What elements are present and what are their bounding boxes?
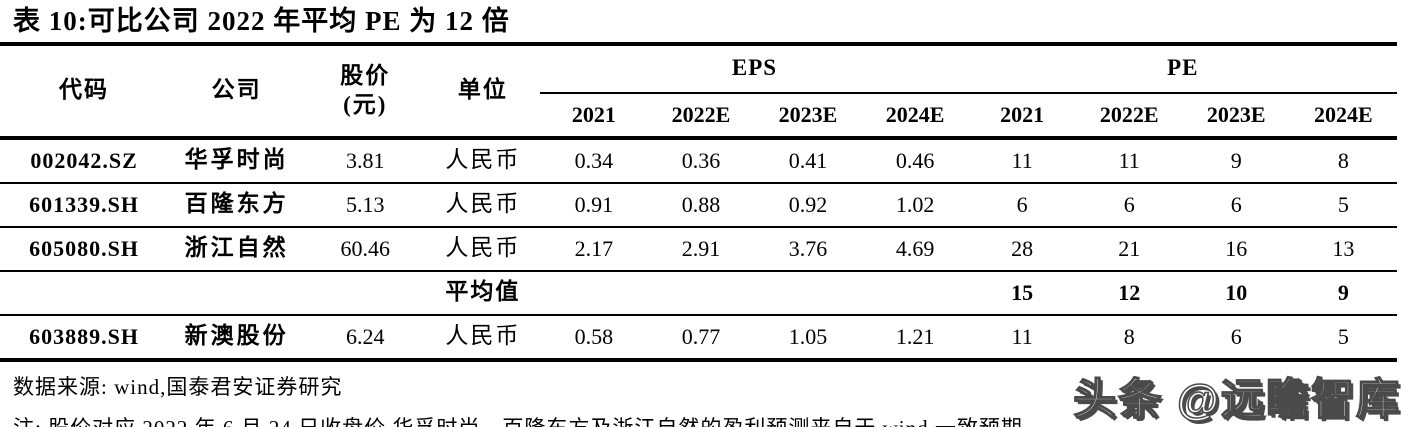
cell-avg-pe-2024e: 9 <box>1289 270 1397 316</box>
col-header-company: 公司 <box>168 43 306 140</box>
cell-empty <box>861 270 969 316</box>
cell-empty <box>0 270 169 316</box>
cell-pe-2021: 11 <box>968 137 1076 184</box>
table-row-xinao: 603889.SH 新澳股份 6.24 人民币 0.58 0.77 1.05 1… <box>0 315 1397 360</box>
eps-year-2021: 2021 <box>540 92 648 140</box>
cell-pe-2024e: 13 <box>1289 226 1397 272</box>
cell-pe-2021: 6 <box>968 182 1076 228</box>
cell-company: 华孚时尚 <box>168 137 306 184</box>
pe-year-2021: 2021 <box>968 92 1076 140</box>
cell-avg-pe-2022e: 12 <box>1075 270 1183 316</box>
cell-unit: 人民币 <box>425 182 541 228</box>
cell-eps-2024e: 4.69 <box>861 226 969 272</box>
cell-company: 百隆东方 <box>168 182 306 228</box>
cell-eps-2023e: 0.41 <box>754 137 862 184</box>
cell-pe-2022e: 6 <box>1075 182 1183 228</box>
cell-company: 新澳股份 <box>184 323 289 349</box>
cell-pe-2022e: 21 <box>1075 226 1183 272</box>
cell-pe-2023e: 16 <box>1182 226 1290 272</box>
comparable-companies-table: 代码 公司 股价 (元) 单位 EPS PE 2021 2022E 2023E … <box>0 41 1397 362</box>
cell-eps-2022e: 0.77 <box>681 324 721 350</box>
header-row-years: 2021 2022E 2023E 2024E 2021 2022E 2023E … <box>0 92 1397 140</box>
col-header-price-line2: (元) <box>343 91 388 117</box>
cell-pe-2024e: 5 <box>1289 182 1397 228</box>
cell-pe-2024e: 5 <box>1337 324 1349 350</box>
table-row-average: 平均值 15 12 10 9 <box>0 270 1397 316</box>
table-row-huafu: 002042.SZ 华孚时尚 3.81 人民币 0.34 0.36 0.41 0… <box>0 137 1397 184</box>
cell-code: 603889.SH <box>29 324 139 350</box>
cell-price: 3.81 <box>305 137 426 184</box>
col-header-code: 代码 <box>0 43 169 140</box>
cell-empty <box>647 270 755 316</box>
cell-pe-2023e: 9 <box>1182 137 1290 184</box>
cell-eps-2024e: 1.02 <box>861 182 969 228</box>
cell-code: 002042.SZ <box>0 137 169 184</box>
cell-price: 6.24 <box>345 324 385 350</box>
cell-unit: 人民币 <box>445 323 521 349</box>
pe-year-2023e: 2023E <box>1182 92 1290 140</box>
cell-eps-2021: 2.17 <box>540 226 648 272</box>
col-group-eps: EPS <box>540 43 969 94</box>
data-source-line: 数据来源: wind,国泰君安证券研究 <box>13 374 343 399</box>
cell-empty <box>754 270 862 316</box>
eps-year-2022e: 2022E <box>647 92 755 140</box>
cell-empty <box>540 270 648 316</box>
pe-year-2024e: 2024E <box>1289 92 1397 140</box>
table-row-zhejiang: 605080.SH 浙江自然 60.46 人民币 2.17 2.91 3.76 … <box>0 226 1397 272</box>
cell-pe-2022e: 11 <box>1075 137 1183 184</box>
average-label: 平均值 <box>425 270 541 316</box>
col-header-price: 股价 (元) <box>305 43 426 140</box>
table-row-bailong: 601339.SH 百隆东方 5.13 人民币 0.91 0.88 0.92 1… <box>0 182 1397 228</box>
cell-unit: 人民币 <box>425 137 541 184</box>
cell-pe-2023e: 6 <box>1230 324 1242 350</box>
cell-eps-2023e: 1.05 <box>788 324 828 350</box>
cell-pe-2024e: 8 <box>1289 137 1397 184</box>
cell-empty <box>168 270 306 316</box>
cell-eps-2021: 0.91 <box>540 182 648 228</box>
cell-code: 601339.SH <box>0 182 169 228</box>
cell-price: 60.46 <box>305 226 426 272</box>
col-header-price-line1: 股价 <box>340 62 391 88</box>
cell-code: 605080.SH <box>0 226 169 272</box>
cell-pe-2021: 28 <box>968 226 1076 272</box>
eps-year-2023e: 2023E <box>754 92 862 140</box>
cell-pe-2021: 11 <box>1011 324 1033 350</box>
pe-year-2022e: 2022E <box>1075 92 1183 140</box>
cell-eps-2024e: 0.46 <box>861 137 969 184</box>
cell-avg-pe-2021: 15 <box>968 270 1076 316</box>
cell-pe-2023e: 6 <box>1182 182 1290 228</box>
col-group-pe: PE <box>968 43 1397 94</box>
cell-eps-2021: 0.58 <box>574 324 614 350</box>
cell-empty <box>305 270 426 316</box>
cell-eps-2023e: 0.92 <box>754 182 862 228</box>
cell-eps-2023e: 3.76 <box>754 226 862 272</box>
cell-eps-2022e: 2.91 <box>647 226 755 272</box>
table-title: 表 10:可比公司 2022 年平均 PE 为 12 倍 <box>13 6 510 36</box>
cell-price: 5.13 <box>305 182 426 228</box>
cell-avg-pe-2023e: 10 <box>1182 270 1290 316</box>
cell-eps-2024e: 1.21 <box>895 324 935 350</box>
eps-year-2024e: 2024E <box>861 92 969 140</box>
watermark-toutiao-yuanzhan: 头条 @远瞻智库 <box>1072 375 1401 425</box>
cell-company: 浙江自然 <box>168 226 306 272</box>
cell-eps-2022e: 0.36 <box>647 137 755 184</box>
col-header-unit: 单位 <box>425 43 541 140</box>
cell-pe-2022e: 8 <box>1123 324 1135 350</box>
header-row-groups: 代码 公司 股价 (元) 单位 EPS PE <box>0 43 1397 140</box>
footnote-line: 注: 股价对应 2022 年 6 月 24 日收盘价,华孚时尚、百隆东方及浙江自… <box>13 412 1407 427</box>
cell-eps-2022e: 0.88 <box>647 182 755 228</box>
cell-unit: 人民币 <box>425 226 541 272</box>
cell-eps-2021: 0.34 <box>540 137 648 184</box>
